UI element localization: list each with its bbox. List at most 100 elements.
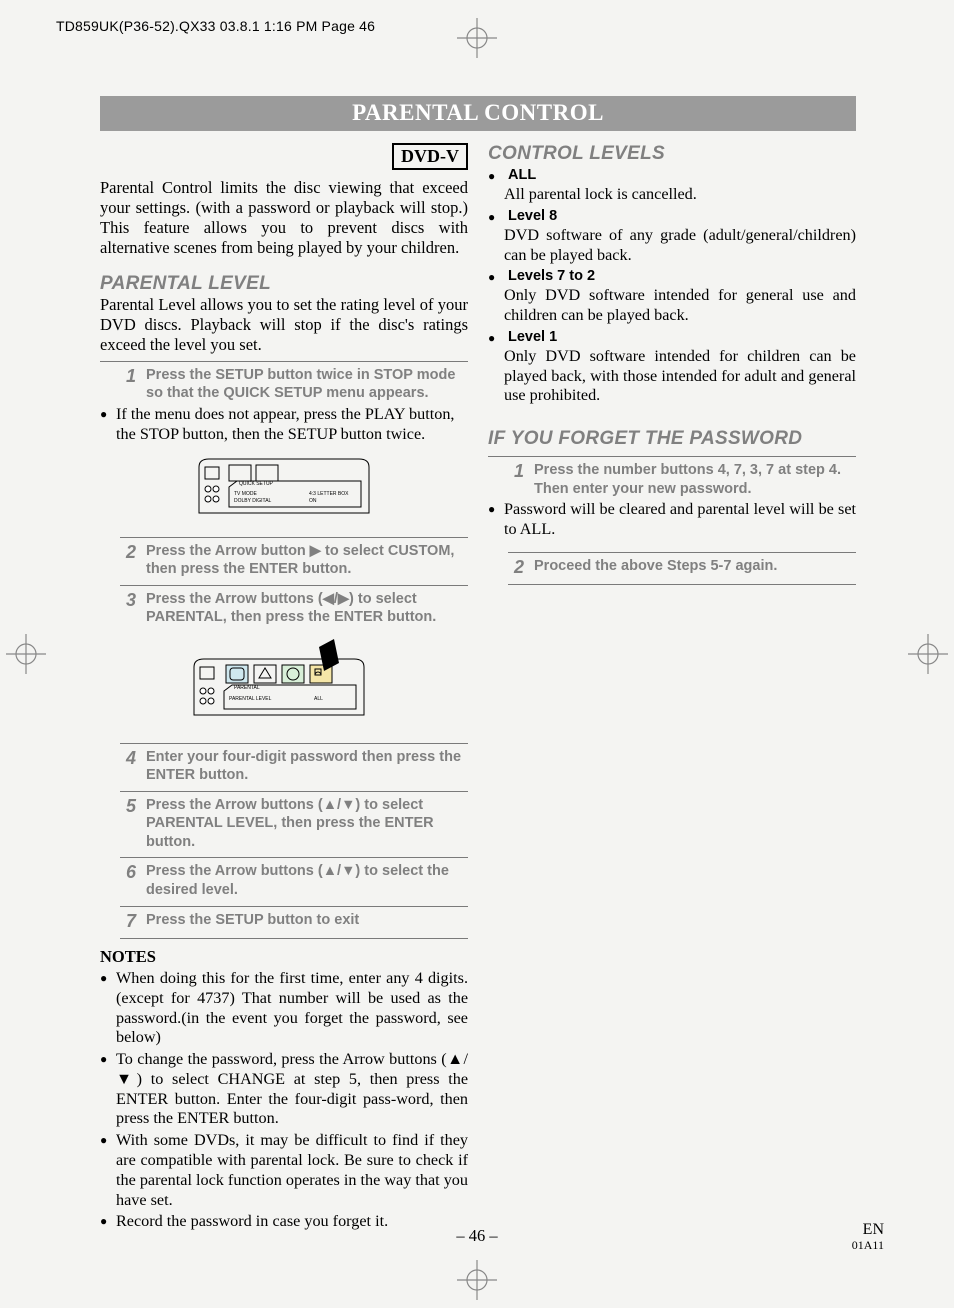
level-item-7to2: ● Levels 7 to 2 xyxy=(488,268,856,286)
step-number: 2 xyxy=(120,542,136,564)
page-content: PARENTAL CONTROL DVD-V Parental Control … xyxy=(100,96,856,1232)
note-text: When doing this for the first time, ente… xyxy=(116,969,468,1048)
svg-text:DOLBY DIGITAL: DOLBY DIGITAL xyxy=(234,498,272,504)
page-number: – 46 – xyxy=(456,1226,497,1246)
bullet-icon: ● xyxy=(100,1050,110,1068)
footer-rev: 01A11 xyxy=(852,1239,884,1252)
step-4: 4 Enter your four-digit password then pr… xyxy=(120,748,468,785)
divider xyxy=(488,456,856,457)
bullet-icon: ● xyxy=(488,329,498,347)
forgot-password-heading: IF YOU FORGET THE PASSWORD xyxy=(488,428,856,450)
step-text: Press the number buttons 4, 7, 3, 7 at s… xyxy=(534,461,856,498)
bullet-icon: ● xyxy=(488,208,498,226)
step-number: 5 xyxy=(120,796,136,818)
step1-note: ● If the menu does not appear, press the… xyxy=(100,405,468,445)
registration-mark-left xyxy=(6,634,46,674)
divider xyxy=(120,585,468,586)
step-5: 5 Press the Arrow buttons (▲/▼) to selec… xyxy=(120,796,468,852)
note-text: Record the password in case you forget i… xyxy=(116,1212,468,1232)
print-header: TD859UK(P36-52).QX33 03.8.1 1:16 PM Page… xyxy=(56,18,375,34)
level-description: All parental lock is cancelled. xyxy=(504,185,856,205)
level-label: Level 8 xyxy=(508,208,557,224)
divider xyxy=(120,857,468,858)
bullet-icon: ● xyxy=(488,167,498,185)
step-2: 2 Press the Arrow button ▶ to select CUS… xyxy=(120,542,468,579)
forgot-note-text: Password will be cleared and parental le… xyxy=(504,500,856,540)
left-column: DVD-V Parental Control limits the disc v… xyxy=(100,143,468,1232)
footer-code: EN 01A11 xyxy=(852,1221,884,1252)
step-text: Proceed the above Steps 5-7 again. xyxy=(534,557,777,576)
bullet-icon: ● xyxy=(100,1212,110,1230)
divider xyxy=(120,906,468,907)
note-text: To change the password, press the Arrow … xyxy=(116,1050,468,1129)
forgot-step-2: 2 Proceed the above Steps 5-7 again. xyxy=(508,557,856,579)
level-description: Only DVD software intended for general u… xyxy=(504,286,856,326)
step-text: Press the Arrow buttons (◀/▶) to select … xyxy=(146,590,468,627)
divider xyxy=(120,938,468,939)
divider xyxy=(100,361,468,362)
svg-text:ALL: ALL xyxy=(314,696,323,702)
registration-mark-top xyxy=(457,18,497,58)
step-number: 6 xyxy=(120,862,136,884)
forgot-step-1: 1 Press the number buttons 4, 7, 3, 7 at… xyxy=(508,461,856,498)
level-description: DVD software of any grade (adult/general… xyxy=(504,226,856,266)
svg-text:PARENTAL: PARENTAL xyxy=(234,685,260,691)
svg-text:TV MODE: TV MODE xyxy=(234,491,257,497)
level-label: Level 1 xyxy=(508,329,557,345)
step-7: 7 Press the SETUP button to exit xyxy=(120,911,468,933)
note-item: ● With some DVDs, it may be difficult to… xyxy=(100,1131,468,1210)
svg-text:4:3 LETTER BOX: 4:3 LETTER BOX xyxy=(309,491,349,497)
page-title: PARENTAL CONTROL xyxy=(100,96,856,131)
svg-text:ON: ON xyxy=(309,498,317,504)
step-number: 1 xyxy=(508,461,524,483)
level-item-1: ● Level 1 xyxy=(488,329,856,347)
level-item-all: ● ALL xyxy=(488,167,856,185)
level-label: ALL xyxy=(508,167,536,183)
divider xyxy=(508,584,856,585)
intro-text: Parental Control limits the disc viewing… xyxy=(100,178,468,259)
step-text: Press the SETUP button to exit xyxy=(146,911,359,930)
footer-en: EN xyxy=(863,1221,884,1238)
step-text: Press the Arrow buttons (▲/▼) to select … xyxy=(146,862,468,899)
notes-heading: NOTES xyxy=(100,947,468,967)
bullet-icon: ● xyxy=(488,500,498,518)
note-item: ● To change the password, press the Arro… xyxy=(100,1050,468,1129)
dvd-badge: DVD-V xyxy=(392,143,468,170)
step-3: 3 Press the Arrow buttons (◀/▶) to selec… xyxy=(120,590,468,627)
step-number: 1 xyxy=(120,366,136,388)
step-text: Press the SETUP button twice in STOP mod… xyxy=(146,366,468,403)
step-number: 4 xyxy=(120,748,136,770)
step-number: 3 xyxy=(120,590,136,612)
note-text: With some DVDs, it may be difficult to f… xyxy=(116,1131,468,1210)
bullet-icon: ● xyxy=(100,1131,110,1149)
bullet-icon: ● xyxy=(100,405,110,423)
divider xyxy=(120,743,468,744)
right-column: CONTROL LEVELS ● ALL All parental lock i… xyxy=(488,143,856,1232)
level-label: Levels 7 to 2 xyxy=(508,268,595,284)
bullet-icon: ● xyxy=(488,268,498,286)
registration-mark-right xyxy=(908,634,948,674)
note-item: ● When doing this for the first time, en… xyxy=(100,969,468,1048)
divider xyxy=(120,537,468,538)
level-item-8: ● Level 8 xyxy=(488,208,856,226)
step1-note-text: If the menu does not appear, press the P… xyxy=(116,405,468,445)
divider xyxy=(508,552,856,553)
step-number: 7 xyxy=(120,911,136,933)
step-text: Press the Arrow buttons (▲/▼) to select … xyxy=(146,796,468,852)
step-text: Press the Arrow button ▶ to select CUSTO… xyxy=(146,542,468,579)
parental-diagram: PARENTAL PARENTAL LEVEL ALL xyxy=(184,635,384,735)
bullet-icon: ● xyxy=(100,969,110,987)
step-number: 2 xyxy=(508,557,524,579)
control-levels-heading: CONTROL LEVELS xyxy=(488,143,856,165)
registration-mark-bottom xyxy=(457,1260,497,1300)
note-item: ● Record the password in case you forget… xyxy=(100,1212,468,1232)
step-1: 1 Press the SETUP button twice in STOP m… xyxy=(120,366,468,403)
quick-setup-diagram: QUICK SETUP TV MODE 4:3 LETTER BOX DOLBY… xyxy=(189,453,379,529)
step-text: Enter your four-digit password then pres… xyxy=(146,748,468,785)
forgot-note: ● Password will be cleared and parental … xyxy=(488,500,856,540)
level-description: Only DVD software intended for children … xyxy=(504,347,856,406)
parental-level-heading: PARENTAL LEVEL xyxy=(100,273,468,295)
divider xyxy=(120,791,468,792)
svg-text:PARENTAL LEVEL: PARENTAL LEVEL xyxy=(229,696,272,702)
parental-level-intro: Parental Level allows you to set the rat… xyxy=(100,295,468,355)
